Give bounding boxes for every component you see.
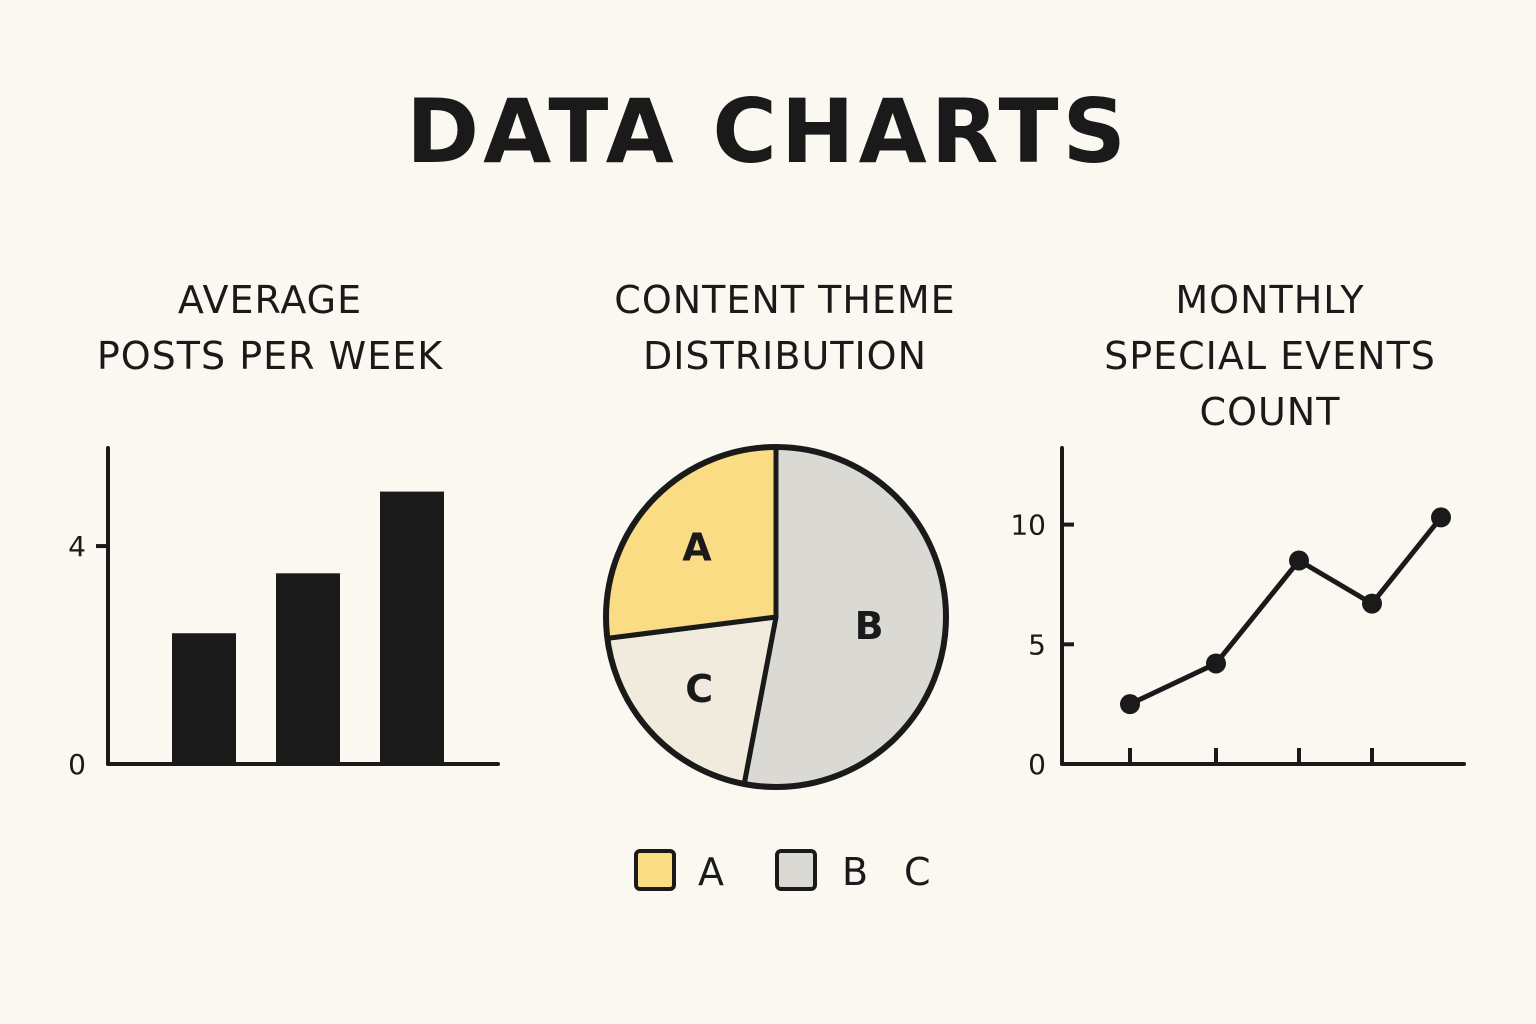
pie-chart: A B C (603, 444, 949, 790)
pie-slice-label: B (855, 604, 884, 648)
line-point (1289, 550, 1309, 571)
pie-outline (603, 444, 949, 790)
line-chart-title: MONTHLY SPECIAL EVENTS COUNT (1060, 272, 1480, 440)
legend-swatch (775, 849, 817, 891)
bar-chart: 04 (68, 446, 500, 781)
pie-chart-title-line-1: CONTENT THEME (614, 278, 956, 322)
pie-chart-title: CONTENT THEME DISTRIBUTION (570, 272, 1000, 384)
line-point (1362, 593, 1382, 614)
page-title: DATA CHARTS (406, 80, 1130, 183)
bar-y-tick-label: 4 (68, 530, 86, 563)
bar (276, 573, 340, 764)
bar-chart-title: AVERAGE POSTS PER WEEK (60, 272, 480, 384)
line-point (1431, 507, 1451, 528)
bar-chart-title-line-1: AVERAGE (177, 278, 363, 322)
legend-label: C (904, 850, 931, 894)
line-series (1128, 515, 1443, 707)
pie-slice-label: C (685, 667, 713, 711)
line-chart-title-line-2: SPECIAL EVENTS (1104, 334, 1436, 378)
line-y-tick-label: 10 (1010, 509, 1046, 542)
bar-chart-title-line-2: POSTS PER WEEK (96, 334, 444, 378)
line-chart: 0 5 10 (1010, 446, 1466, 781)
pie-slice-label: A (682, 525, 712, 569)
bar-y-tick-label: 0 (68, 748, 86, 781)
pie-chart-title-line-2: DISTRIBUTION (642, 334, 928, 378)
bar (380, 491, 444, 764)
legend-label: A (698, 850, 724, 894)
line-y-tick-label: 0 (1028, 748, 1046, 781)
line-chart-title-line-1: MONTHLY (1175, 278, 1365, 322)
line-y-tick-label: 5 (1028, 628, 1046, 661)
line-point (1120, 694, 1140, 715)
bar (172, 633, 236, 764)
line-point (1206, 653, 1226, 674)
legend-label: B (842, 850, 868, 894)
line-chart-title-line-3: COUNT (1199, 390, 1341, 434)
legend-swatch (634, 849, 676, 891)
